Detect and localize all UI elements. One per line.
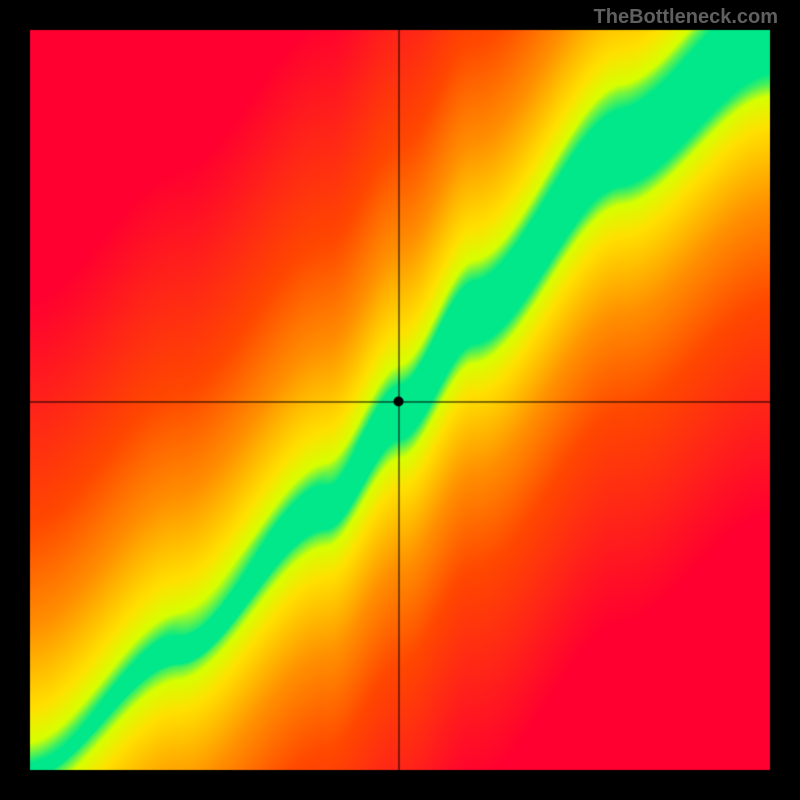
attribution-watermark: TheBottleneck.com [594,6,778,29]
chart-container: TheBottleneck.com [0,0,800,800]
bottleneck-heatmap [0,0,800,800]
